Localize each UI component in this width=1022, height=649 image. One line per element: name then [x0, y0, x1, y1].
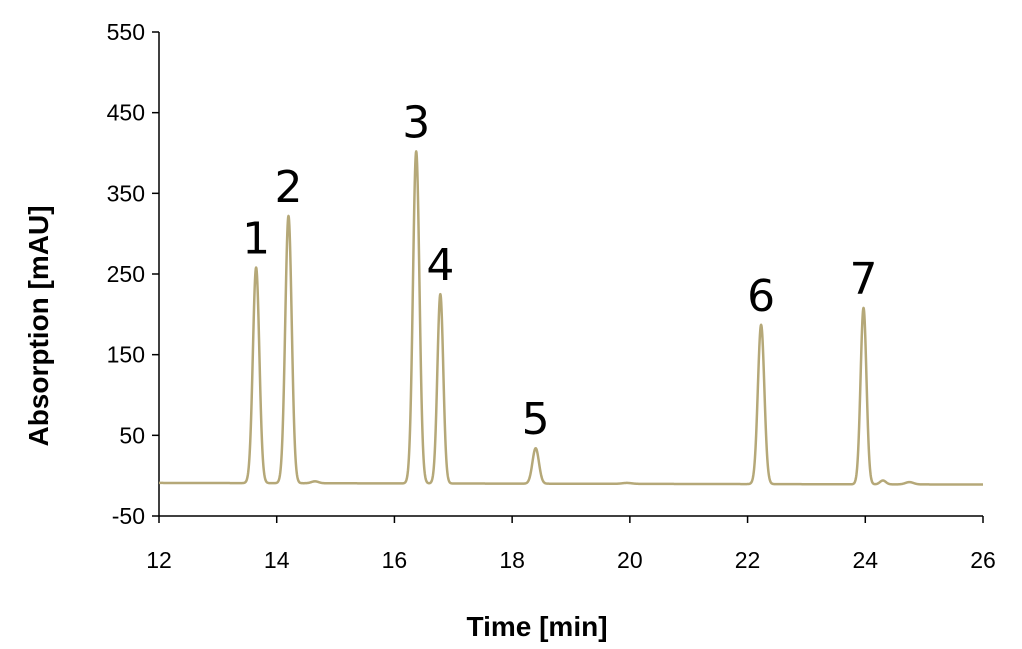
y-tick-label: 350	[107, 180, 145, 206]
y-tick-label: 250	[107, 261, 145, 287]
y-tick-label: 450	[107, 100, 145, 126]
y-tick-label: 50	[119, 422, 145, 448]
x-tick-label: 20	[617, 547, 643, 573]
x-tick-label: 22	[735, 547, 761, 573]
peak-label-3: 3	[402, 97, 430, 148]
y-axis: -50 50 150 250 350 450 550	[107, 19, 160, 529]
x-tick-label: 12	[146, 547, 172, 573]
peak-label-7: 7	[850, 254, 878, 305]
x-axis-title: Time [min]	[466, 611, 607, 642]
y-tick-label: 150	[107, 342, 145, 368]
x-tick-label: 16	[382, 547, 408, 573]
y-tick-label: -50	[112, 503, 145, 529]
peak-label-1: 1	[242, 214, 270, 265]
x-tick-label: 14	[264, 547, 290, 573]
peak-label-4: 4	[426, 240, 454, 291]
peak-label-5: 5	[522, 394, 550, 445]
y-tick-label: 550	[107, 19, 145, 45]
peak-label-6: 6	[747, 271, 775, 322]
x-tick-label: 26	[970, 547, 996, 573]
peak-labels: 12 3 4 5 6 7	[242, 97, 877, 445]
peak-label-2: 2	[274, 162, 302, 213]
x-axis: 12 14 16 18 20 22 24 26	[146, 515, 996, 573]
x-tick-label: 18	[499, 547, 525, 573]
x-tick-label: 24	[852, 547, 878, 573]
chromatogram-trace	[158, 150, 984, 486]
y-axis-title: Absorption [mAU]	[23, 205, 54, 446]
